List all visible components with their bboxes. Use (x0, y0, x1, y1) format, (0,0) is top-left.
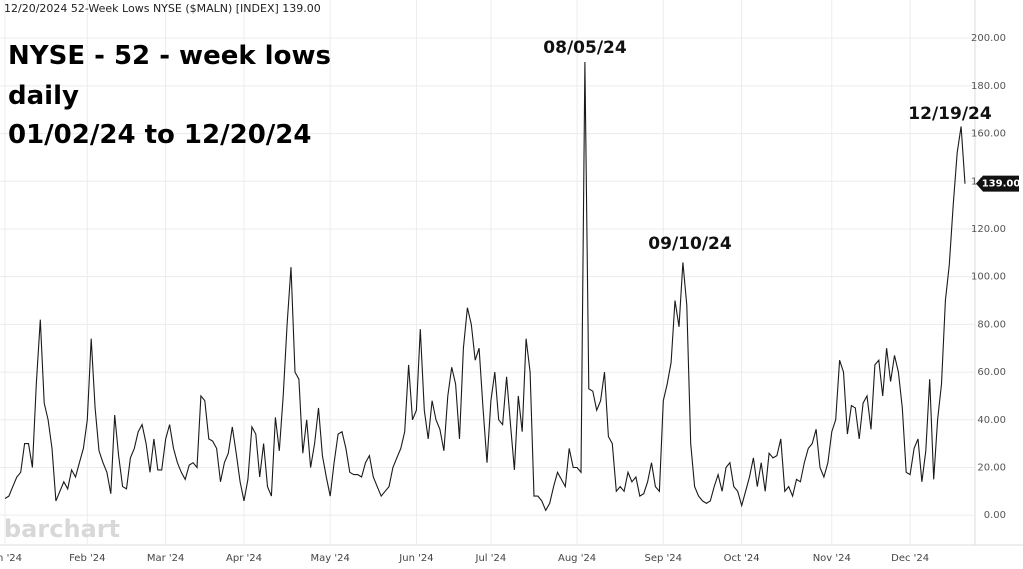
title-line: NYSE - 52 - week lows (8, 41, 331, 71)
header: 12/20/2024 52-Week Lows NYSE ($MALN) [IN… (4, 2, 321, 15)
last-value-label: 139.00 (982, 179, 1021, 190)
x-tick-label: Mar '24 (147, 553, 185, 564)
watermark: barchart (4, 515, 120, 543)
x-tick-label: Feb '24 (69, 553, 105, 564)
y-tick-label: 120.00 (971, 224, 1006, 235)
x-tick-label: Apr '24 (226, 553, 262, 564)
y-tick-label: 160.00 (971, 129, 1006, 140)
x-tick-label: Oct '24 (724, 553, 760, 564)
x-tick-label: May '24 (311, 553, 350, 564)
y-tick-label: 200.00 (971, 33, 1006, 44)
x-tick-label: Jul '24 (475, 553, 507, 564)
x-tick-label: Sep '24 (645, 553, 683, 564)
last-value-badge (976, 175, 1019, 192)
x-tick-label: Dec '24 (891, 553, 929, 564)
series-line (4, 61, 966, 512)
annotation: 12/19/24 (908, 104, 992, 124)
y-tick-label: 100.00 (971, 272, 1006, 283)
x-tick-label: Aug '24 (558, 553, 596, 564)
y-tick-label: 80.00 (977, 319, 1006, 330)
y-tick-label: 60.00 (977, 367, 1006, 378)
annotation: 08/05/24 (543, 38, 627, 58)
x-tick-label: Jun '24 (398, 553, 433, 564)
x-tick-label: Nov '24 (813, 553, 851, 564)
y-tick-label: 0.00 (984, 510, 1006, 521)
y-tick-label: 40.00 (977, 415, 1006, 426)
annotation: 09/10/24 (648, 234, 732, 254)
title-line: daily (8, 81, 79, 111)
x-tick-label: Jan '24 (0, 553, 22, 564)
title-line: 01/02/24 to 12/20/24 (8, 120, 311, 150)
y-tick-label: 20.00 (977, 462, 1006, 473)
y-tick-label: 180.00 (971, 81, 1006, 92)
